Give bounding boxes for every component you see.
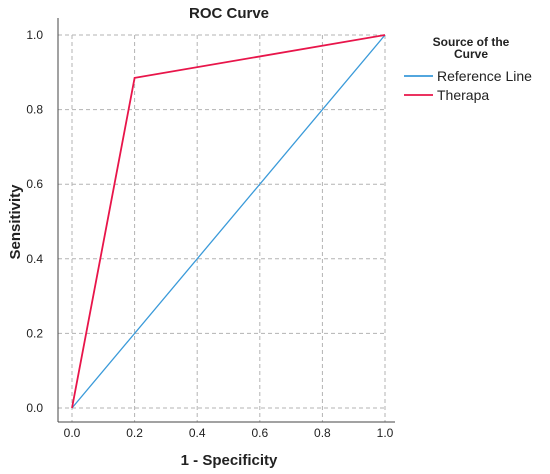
y-tick-label: 0.8 <box>26 103 43 117</box>
x-tick-label: 0.6 <box>251 426 268 440</box>
legend-title-line-2: Curve <box>454 47 488 61</box>
y-tick-label: 0.2 <box>26 326 43 340</box>
y-tick-label: 0.4 <box>26 252 43 266</box>
legend-title-line-1: Source of the <box>433 35 510 49</box>
series-lines <box>71 34 386 409</box>
series-line-therapa <box>71 34 386 409</box>
legend-items: Reference Line Therapa <box>404 68 532 103</box>
legend-label-0: Reference Line <box>437 68 532 84</box>
x-tick-label: 0.2 <box>126 426 143 440</box>
grid <box>58 34 386 422</box>
legend: Source of the Curve Reference Line Therap… <box>404 35 532 103</box>
y-tick-labels: 0.0 0.2 0.4 0.6 0.8 1.0 <box>26 28 43 415</box>
series-line-reference <box>71 34 386 409</box>
x-tick-label: 0.0 <box>64 426 81 440</box>
axes <box>57 18 395 423</box>
chart-title: ROC Curve <box>189 5 269 22</box>
y-tick-label: 0.0 <box>26 401 43 415</box>
x-axis-label: 1 - Specificity <box>181 452 278 469</box>
x-tick-label: 0.4 <box>189 426 206 440</box>
y-tick-label: 0.6 <box>26 177 43 191</box>
x-tick-label: 0.8 <box>314 426 331 440</box>
y-tick-label: 1.0 <box>26 28 43 42</box>
x-tick-labels: 0.0 0.2 0.4 0.6 0.8 1.0 <box>64 426 394 440</box>
x-tick-label: 1.0 <box>377 426 394 440</box>
y-axis-label: Sensitivity <box>7 184 24 260</box>
legend-label-1: Therapa <box>437 87 489 103</box>
